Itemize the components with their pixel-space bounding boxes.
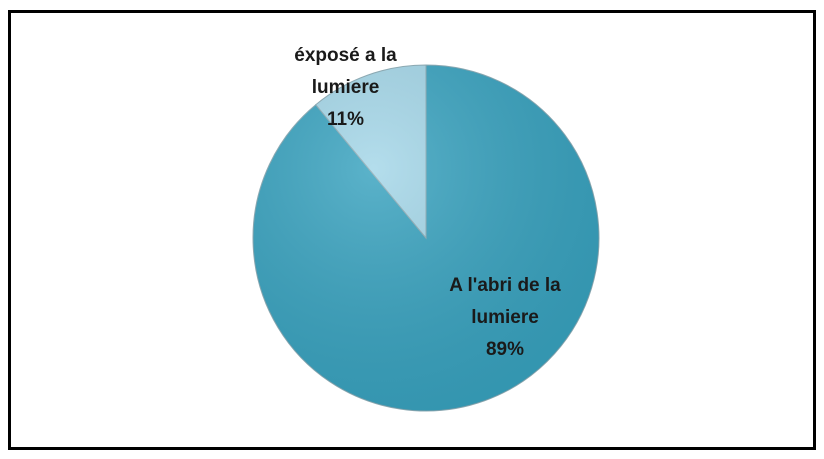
slice-label: éxposé a la lumiere 11% <box>283 40 408 136</box>
slice-category: A l'abri de la lumiere <box>449 275 561 328</box>
slice-value-label: 11% <box>327 109 364 130</box>
slice-category: éxposé a la lumiere <box>294 45 397 98</box>
slice-label: A l'abri de la lumiere 89% <box>430 270 580 366</box>
chart-frame <box>8 10 816 450</box>
slice-value-label: 89% <box>485 339 525 360</box>
